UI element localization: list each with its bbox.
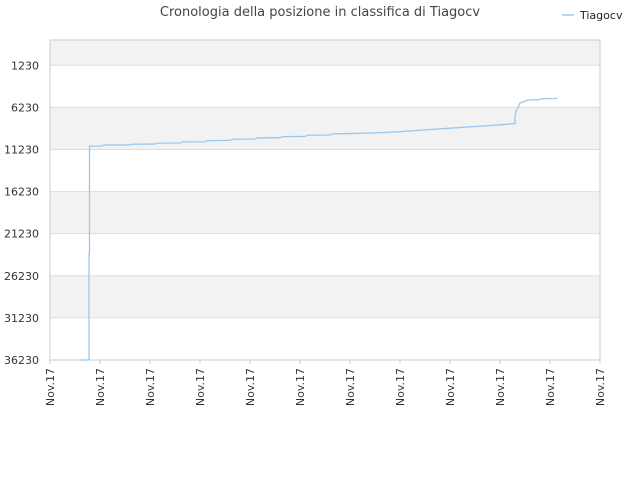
- x-tick-label: Nov.17: [444, 368, 457, 406]
- series-line-tiagocv: [80, 97, 558, 361]
- grid-lines: [50, 64, 600, 361]
- x-tick-label: Nov.17: [44, 368, 57, 406]
- x-tick-label: Nov.17: [144, 368, 157, 406]
- x-axis-ticks: Nov.17 Nov.17 Nov.17 Nov.17 Nov.17 Nov.17 Nov.…: [44, 360, 607, 406]
- x-tick-label: Nov.17: [344, 368, 357, 406]
- series-layer: [80, 97, 558, 361]
- plot-border: [49, 39, 601, 361]
- y-tick-label: 26230: [4, 270, 39, 283]
- y-tick-label: 6230: [11, 101, 39, 114]
- x-tick-label: Nov.17: [294, 368, 307, 406]
- x-tick-label: Nov.17: [94, 368, 107, 406]
- x-tick-label: Nov.17: [494, 368, 507, 406]
- x-tick-label: Nov.17: [544, 368, 557, 406]
- band: [50, 275, 600, 318]
- y-tick-label: 36230: [4, 354, 39, 367]
- y-tick-label: 31230: [4, 312, 39, 325]
- chart-title: Cronologia della posizione in classifica…: [160, 5, 481, 20]
- x-tick-label: Nov.17: [244, 368, 257, 406]
- y-axis-ticks: 1230 6230 11230 16230 21230 26230 31230 36230: [4, 59, 39, 367]
- y-tick-label: 21230: [4, 228, 39, 241]
- plot-frame: [49, 39, 601, 361]
- band: [50, 317, 600, 360]
- band: [50, 191, 600, 234]
- legend: Tiagocv: [562, 9, 623, 22]
- band: [50, 233, 600, 276]
- y-tick-label: 16230: [4, 186, 39, 199]
- y-tick-label: 11230: [4, 143, 39, 156]
- x-tick-label: Nov.17: [194, 368, 207, 406]
- plot-background-bands: [50, 40, 600, 360]
- x-tick-label: Nov.17: [394, 368, 407, 406]
- band: [50, 149, 600, 192]
- band: [50, 65, 600, 108]
- legend-label: Tiagocv: [579, 9, 623, 22]
- band: [50, 107, 600, 150]
- y-tick-label: 1230: [11, 59, 39, 72]
- x-tick-label: Nov.17: [594, 368, 607, 406]
- band: [50, 40, 600, 66]
